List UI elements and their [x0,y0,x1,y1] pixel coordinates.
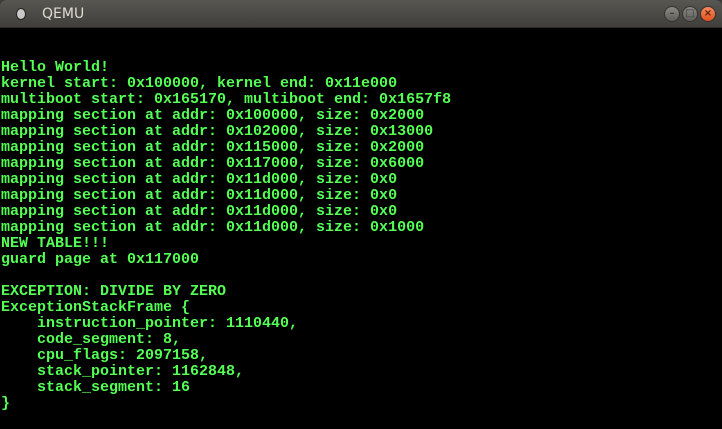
console-line [0,28,722,44]
window-title: QEMU [42,5,85,22]
console-line: mapping section at addr: 0x11d000, size:… [1,203,398,220]
vga-console[interactable]: Hello World! kernel start: 0x100000, kern… [0,28,722,429]
console-line: mapping section at addr: 0x100000, size:… [1,107,425,124]
console-line: code_segment: 8, [1,331,182,348]
console-line: ExceptionStackFrame { [1,299,191,316]
console-line [0,268,722,284]
window-controls: – □ × [664,6,716,22]
console-line: stack_segment: 16 [1,379,191,396]
maximize-button[interactable]: □ [682,6,698,22]
console-line: cpu_flags: 2097158, [1,347,209,364]
console-line: stack_pointer: 1162848, [1,363,245,380]
console-line: instruction_pointer: 1110440, [1,315,299,332]
app-icon [16,7,26,20]
console-line: mapping section at addr: 0x11d000, size:… [1,187,398,204]
console-line: } [1,395,11,412]
console-line: mapping section at addr: 0x117000, size:… [1,155,425,172]
title-bar[interactable]: QEMU – □ × [0,0,722,28]
console-line: kernel start: 0x100000, kernel end: 0x11… [1,75,398,92]
console-line: multiboot start: 0x165170, multiboot end… [1,91,452,108]
minimize-button[interactable]: – [664,6,680,22]
console-line: NEW TABLE!!! [1,235,110,252]
console-line: Hello World! [1,59,110,76]
console-line: mapping section at addr: 0x11d000, size:… [1,219,425,236]
close-button[interactable]: × [700,6,716,22]
console-line [0,44,722,60]
console-line: mapping section at addr: 0x102000, size:… [1,123,434,140]
console-line: EXCEPTION: DIVIDE BY ZERO [1,283,227,300]
console-line: guard page at 0x117000 [1,251,200,268]
console-line: mapping section at addr: 0x115000, size:… [1,139,425,156]
console-line: mapping section at addr: 0x11d000, size:… [1,171,398,188]
